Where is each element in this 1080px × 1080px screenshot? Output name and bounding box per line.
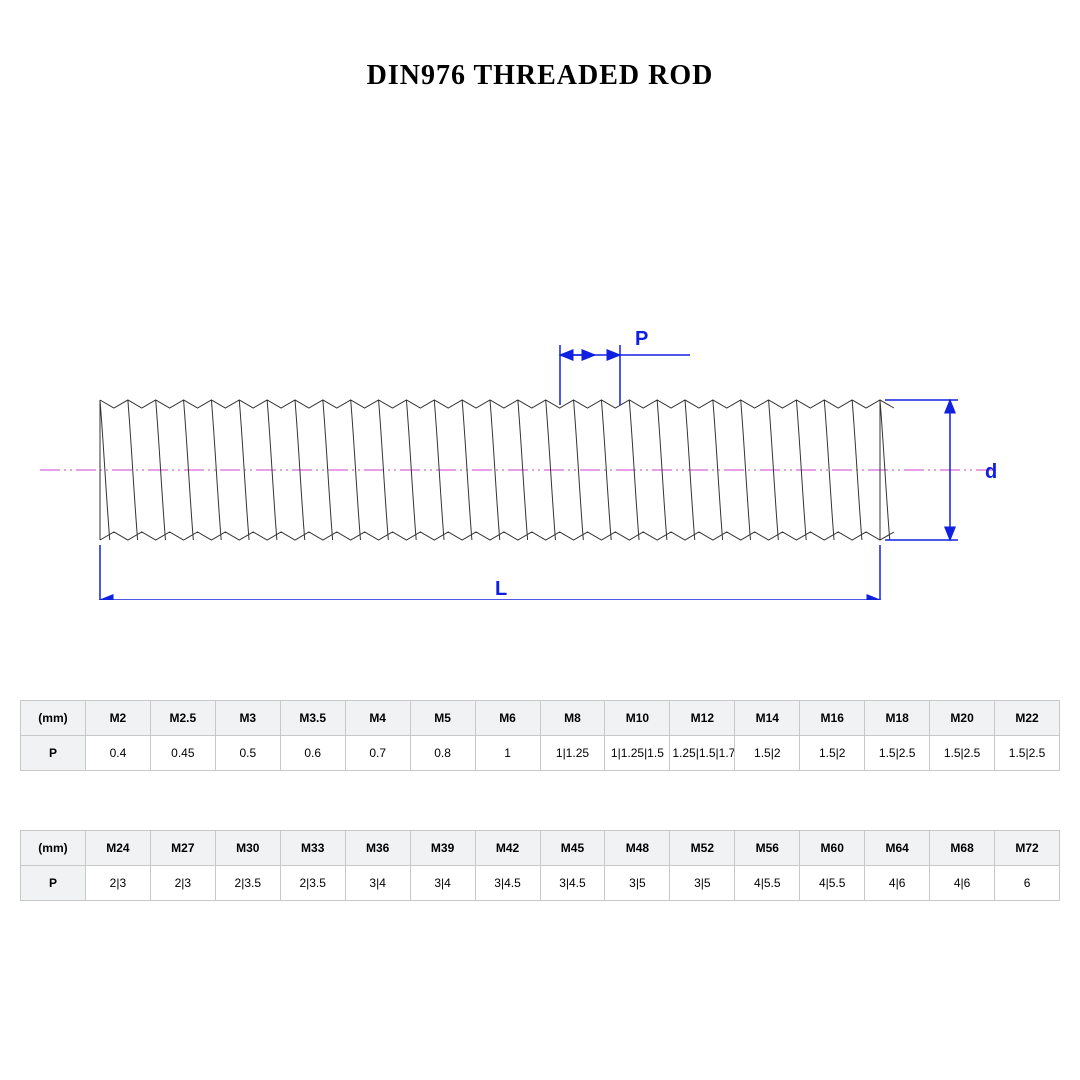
size-header: M5: [410, 701, 475, 736]
pitch-value: 3|4.5: [475, 866, 540, 901]
size-header: M36: [345, 831, 410, 866]
size-header: M14: [735, 701, 800, 736]
pitch-value: 0.45: [150, 736, 215, 771]
pitch-value: 1.5|2.5: [865, 736, 930, 771]
unit-header: (mm): [21, 831, 86, 866]
size-header: M6: [475, 701, 540, 736]
pitch-value: 4|5.5: [800, 866, 865, 901]
pitch-value: 2|3.5: [280, 866, 345, 901]
pitch-row-label: P: [21, 736, 86, 771]
size-header: M20: [930, 701, 995, 736]
pitch-value: 0.8: [410, 736, 475, 771]
pitch-value: 2|3.5: [215, 866, 280, 901]
pitch-value: 4|6: [865, 866, 930, 901]
spec-table-1: (mm)M2M2.5M3M3.5M4M5M6M8M10M12M14M16M18M…: [20, 700, 1060, 771]
pitch-value: 1.5|2: [800, 736, 865, 771]
unit-header: (mm): [21, 701, 86, 736]
spec-table-2: (mm)M24M27M30M33M36M39M42M45M48M52M56M60…: [20, 830, 1060, 901]
size-header: M60: [800, 831, 865, 866]
pitch-value: 2|3: [85, 866, 150, 901]
pitch-value: 0.6: [280, 736, 345, 771]
size-header: M24: [85, 831, 150, 866]
pitch-value: 1.5|2: [735, 736, 800, 771]
pitch-value: 1|1.25|1.5: [605, 736, 670, 771]
size-header: M45: [540, 831, 605, 866]
size-header: M22: [995, 701, 1060, 736]
size-header: M42: [475, 831, 540, 866]
pitch-value: 3|5: [605, 866, 670, 901]
pitch-value: 3|5: [670, 866, 735, 901]
svg-text:L: L: [495, 578, 507, 600]
size-header: M64: [865, 831, 930, 866]
size-header: M2.5: [150, 701, 215, 736]
size-header: M10: [605, 701, 670, 736]
size-header: M3: [215, 701, 280, 736]
size-header: M16: [800, 701, 865, 736]
size-header: M68: [930, 831, 995, 866]
technical-diagram: P Ld: [0, 150, 1080, 600]
pitch-value: 3|4: [345, 866, 410, 901]
pitch-value: 4|6: [930, 866, 995, 901]
svg-text:d: d: [985, 461, 997, 483]
page-title: DIN976 THREADED ROD: [0, 0, 1080, 92]
size-header: M56: [735, 831, 800, 866]
size-header: M8: [540, 701, 605, 736]
size-header: M48: [605, 831, 670, 866]
size-header: M12: [670, 701, 735, 736]
size-header: M3.5: [280, 701, 345, 736]
pitch-value: 1.5|2.5: [930, 736, 995, 771]
size-header: M72: [995, 831, 1060, 866]
svg-text:P: P: [635, 328, 648, 350]
pitch-value: 3|4.5: [540, 866, 605, 901]
pitch-value: 1: [475, 736, 540, 771]
pitch-value: 0.7: [345, 736, 410, 771]
pitch-value: 1.5|2.5: [995, 736, 1060, 771]
pitch-value: 3|4: [410, 866, 475, 901]
pitch-value: 6: [995, 866, 1060, 901]
size-header: M30: [215, 831, 280, 866]
pitch-value: 0.5: [215, 736, 280, 771]
pitch-value: 4|5.5: [735, 866, 800, 901]
size-header: M33: [280, 831, 345, 866]
size-header: M18: [865, 701, 930, 736]
pitch-value: 1.25|1.5|1.75: [670, 736, 735, 771]
pitch-value: 0.4: [85, 736, 150, 771]
size-header: M39: [410, 831, 475, 866]
pitch-row-label: P: [21, 866, 86, 901]
pitch-value: 1|1.25: [540, 736, 605, 771]
size-header: M27: [150, 831, 215, 866]
size-header: M52: [670, 831, 735, 866]
size-header: M4: [345, 701, 410, 736]
size-header: M2: [85, 701, 150, 736]
pitch-value: 2|3: [150, 866, 215, 901]
